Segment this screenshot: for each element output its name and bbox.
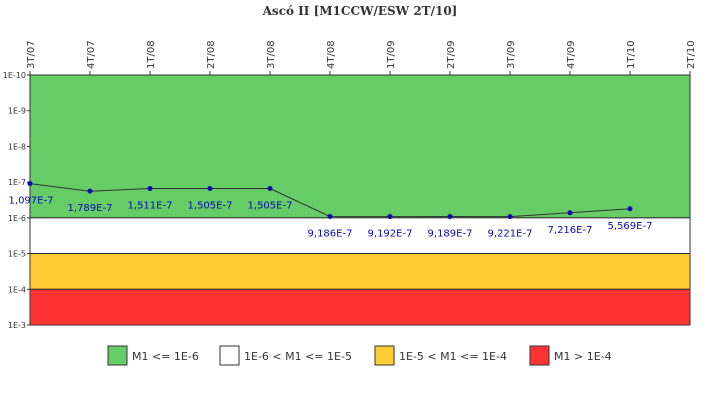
y-tick-label: 1E-4 — [8, 285, 26, 294]
x-tick-label: 2T/08 — [206, 40, 217, 69]
x-tick-label: 1T/09 — [386, 40, 397, 69]
data-label: 1,789E-7 — [68, 203, 113, 214]
series-group: 1,097E-7 1,789E-7 1,511E-7 1,505E-7 1,505E-7… — [9, 181, 653, 240]
data-label: 7,216E-7 — [548, 225, 593, 236]
y-tick-label: 1E-3 — [8, 321, 26, 330]
x-tick-label: 3T/08 — [266, 40, 277, 69]
band-2 — [29, 253, 691, 290]
risk-bands — [29, 74, 691, 326]
y-tick-label: 1E-6 — [8, 214, 26, 223]
data-point — [147, 186, 153, 192]
legend-label: M1 <= 1E-6 — [132, 350, 199, 363]
y-tick-label: 1E-9 — [8, 107, 26, 116]
legend-label: 1E-5 < M1 <= 1E-4 — [399, 350, 507, 363]
x-tick-label: 1T/08 — [146, 40, 157, 69]
y-tick-label: 1E-8 — [8, 142, 26, 151]
x-tick-label: 4T/08 — [326, 40, 337, 69]
data-label: 9,221E-7 — [488, 229, 533, 240]
legend-swatch — [374, 345, 395, 366]
y-axis-ticks: 1E-10 1E-9 1E-8 1E-7 1E-6 1E-5 1E-4 1E-3 — [3, 71, 30, 330]
legend-label: M1 > 1E-4 — [554, 350, 612, 363]
data-point — [627, 206, 633, 212]
x-tick-label: 4T/09 — [566, 40, 577, 69]
data-point — [447, 214, 453, 220]
band-3 — [29, 288, 691, 326]
data-label: 9,189E-7 — [428, 229, 473, 240]
legend-swatch — [219, 345, 240, 366]
x-tick-label: 4T/07 — [86, 40, 97, 69]
y-tick-label: 1E-7 — [8, 178, 26, 187]
y-tick-label: 1E-5 — [8, 250, 26, 259]
data-label: 5,569E-7 — [608, 221, 653, 232]
x-tick-label: 1T/10 — [626, 40, 637, 69]
band-0 — [29, 74, 691, 219]
data-point — [87, 188, 93, 194]
x-tick-label: 2T/09 — [446, 40, 457, 69]
data-label: 1,505E-7 — [248, 200, 293, 211]
chart-title: Ascó II [M1CCW/ESW 2T/10] — [262, 4, 458, 18]
data-point — [567, 210, 573, 216]
legend: M1 <= 1E-6 1E-6 < M1 <= 1E-5 1E-5 < M1 <= … — [107, 345, 612, 366]
data-label: 9,186E-7 — [308, 229, 353, 240]
band-1 — [29, 217, 691, 255]
data-label: 9,192E-7 — [368, 229, 413, 240]
x-tick-label: 2T/10 — [686, 40, 697, 69]
data-label: 1,097E-7 — [9, 196, 54, 207]
data-point — [207, 185, 213, 191]
x-tick-label: 3T/07 — [26, 40, 37, 69]
y-tick-label: 1E-10 — [3, 71, 26, 80]
data-label: 1,505E-7 — [188, 200, 233, 211]
data-point — [327, 214, 333, 220]
data-label: 1,511E-7 — [128, 201, 173, 212]
data-point — [267, 185, 273, 191]
x-tick-label: 3T/09 — [506, 40, 517, 69]
data-point — [27, 181, 33, 187]
data-point — [507, 214, 513, 220]
x-axis-ticks: 3T/07 4T/07 1T/08 2T/08 3T/08 4T/08 1T/09 2T/09… — [26, 40, 697, 75]
legend-label: 1E-6 < M1 <= 1E-5 — [244, 350, 352, 363]
data-point — [387, 214, 393, 220]
legend-swatch — [107, 345, 128, 366]
legend-swatch — [529, 345, 550, 366]
